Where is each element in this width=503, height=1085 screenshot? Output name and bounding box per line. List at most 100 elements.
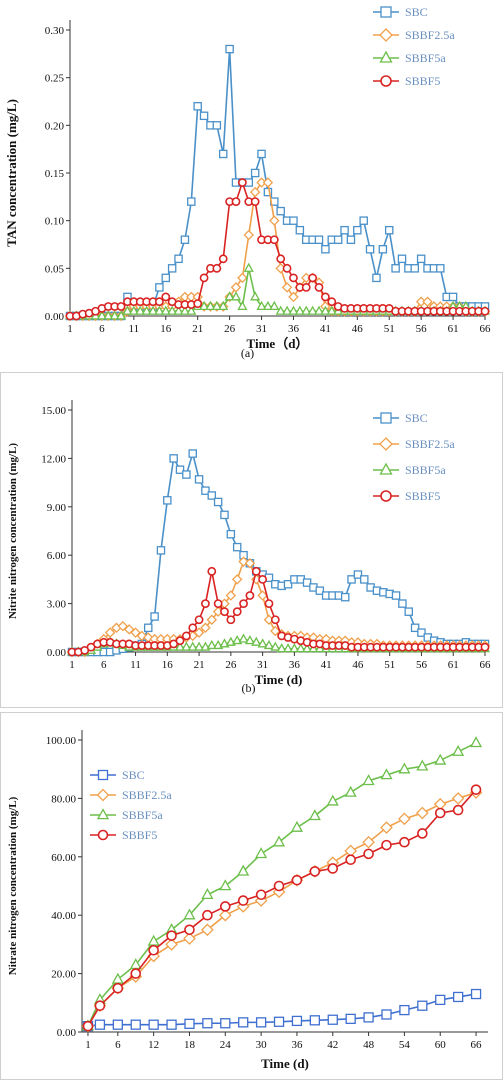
data-point — [123, 624, 135, 635]
data-point — [313, 305, 325, 315]
data-point — [128, 305, 139, 315]
data-point — [207, 491, 217, 500]
data-point — [470, 784, 482, 795]
y-tick-label: 0.15 — [45, 168, 65, 180]
data-point — [163, 496, 172, 505]
data-point — [186, 305, 197, 315]
data-point — [230, 282, 242, 293]
data-point — [273, 1016, 285, 1027]
series-line — [70, 49, 485, 317]
legend-label: SBBF2.5a — [405, 437, 455, 451]
legend-label: SBBF5 — [122, 828, 157, 842]
x-tick-label: 48 — [363, 1039, 375, 1051]
data-point — [147, 934, 160, 946]
data-point — [288, 291, 299, 303]
data-point — [206, 614, 218, 625]
data-point — [257, 590, 268, 601]
legend-marker — [96, 788, 110, 802]
x-tick-label: 16 — [160, 323, 172, 335]
data-point — [179, 305, 190, 315]
legend-label: SBC — [405, 5, 428, 19]
y-tick-label: 100.00 — [46, 735, 77, 747]
data-point — [112, 1019, 123, 1030]
data-point — [150, 612, 159, 621]
y-tick-label: 6.00 — [47, 550, 67, 562]
legend-marker — [379, 462, 393, 475]
data-point — [220, 510, 229, 520]
series-SBBF5 — [82, 784, 482, 1032]
data-point — [232, 607, 242, 617]
data-point — [249, 186, 261, 198]
data-point — [255, 847, 268, 859]
data-point — [381, 839, 392, 851]
data-point — [346, 235, 356, 244]
data-point — [193, 627, 205, 638]
data-point — [257, 638, 268, 648]
data-point — [436, 264, 445, 273]
data-point — [282, 643, 294, 653]
data-point — [263, 187, 273, 197]
data-point — [416, 254, 426, 264]
data-point — [237, 864, 250, 876]
data-point — [480, 306, 490, 316]
x-axis-title: Time (d) — [261, 1056, 309, 1071]
series-SBBF2.5a — [81, 786, 483, 1033]
data-point — [480, 642, 490, 652]
x-tick-label: 61 — [448, 323, 459, 335]
x-tick-label: 51 — [384, 659, 395, 671]
x-tick-label: 21 — [194, 659, 205, 671]
data-point — [193, 102, 202, 111]
data-point — [206, 639, 217, 650]
y-tick-label: 9.00 — [47, 502, 67, 514]
data-point — [111, 972, 124, 984]
data-point — [130, 627, 141, 638]
data-point — [94, 1000, 106, 1012]
data-point — [398, 812, 411, 826]
data-point — [244, 635, 255, 645]
y-tick-label: 0.25 — [45, 73, 65, 85]
data-point — [202, 1018, 213, 1029]
data-point — [251, 636, 262, 646]
data-point — [384, 225, 394, 235]
legend-label: SBBF5 — [405, 489, 440, 503]
data-point — [301, 305, 312, 315]
data-point — [156, 546, 166, 555]
x-axis-title: Time (d) — [255, 672, 303, 687]
x-tick-label: 36 — [288, 323, 300, 335]
data-point — [200, 622, 211, 634]
data-point — [218, 254, 228, 264]
data-point — [225, 590, 237, 601]
data-point — [154, 305, 165, 315]
y-tick-label: 15.00 — [41, 405, 66, 417]
data-point — [308, 273, 318, 283]
data-point — [276, 254, 286, 264]
data-point — [290, 820, 303, 832]
data-point — [166, 1019, 177, 1030]
data-point — [231, 197, 241, 206]
data-point — [291, 874, 303, 886]
data-point — [451, 792, 465, 805]
data-point — [276, 643, 287, 653]
data-point — [116, 302, 126, 311]
x-tick-label: 6 — [99, 323, 105, 335]
data-point — [345, 1013, 356, 1025]
data-point — [255, 889, 267, 901]
legend-label: SBBF2.5a — [122, 788, 172, 802]
data-point — [399, 1004, 410, 1016]
data-point — [201, 599, 210, 608]
data-point — [181, 641, 192, 651]
data-point — [155, 283, 164, 292]
x-tick-label: 11 — [130, 659, 141, 671]
panel-caption: (a) — [241, 346, 254, 360]
legend-marker — [96, 808, 110, 820]
y-tick-label: 80.00 — [51, 793, 76, 805]
x-tick-label: 1 — [69, 659, 75, 671]
data-point — [225, 44, 234, 54]
y-tick-label: 0.30 — [45, 25, 65, 37]
data-point — [199, 300, 210, 310]
series-SBC — [67, 449, 490, 657]
x-tick-label: 16 — [162, 659, 174, 671]
data-point — [399, 836, 410, 848]
x-tick-label: 66 — [480, 323, 492, 335]
y-axis-title: TAN concentration (mg/L) — [4, 99, 19, 247]
